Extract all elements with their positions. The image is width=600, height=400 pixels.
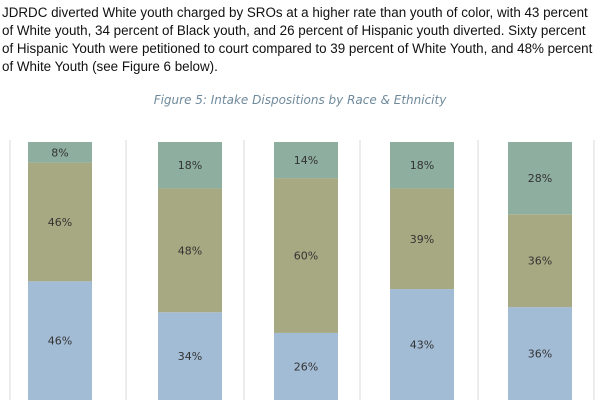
bar-4-segment-1 [390,289,454,400]
bar-1-segment-1 [28,281,92,400]
data-label-2-3: 18% [178,159,202,172]
data-label-1-2: 46% [48,216,72,229]
figure-title: Figure 5: Intake Dispositions by Race & … [153,93,447,107]
bar-4-segment-2 [390,188,454,290]
data-label-3-3: 14% [294,154,318,167]
data-label-4-3: 18% [410,159,434,172]
data-label-5-1: 36% [528,348,552,361]
data-label-1-3: 8% [51,146,68,159]
bar-3-segment-2 [274,178,338,333]
data-label-3-2: 60% [294,250,318,263]
data-label-2-1: 34% [178,350,202,363]
data-label-5-3: 28% [528,172,552,185]
bar-2-segment-3 [158,142,222,189]
intro-paragraph: JDRDC diverted White youth charged by SR… [2,5,593,74]
data-label-2-2: 48% [178,244,202,257]
bar-5-segment-3 [508,142,572,215]
bar-1-segment-2 [28,162,92,282]
bar-2-segment-2 [158,188,222,313]
bar-1-segment-3 [28,142,92,163]
bar-3-segment-3 [274,142,338,179]
bar-5-segment-1 [508,307,572,400]
bar-3-segment-1 [274,332,338,400]
data-label-4-2: 39% [410,233,434,246]
bar-5-segment-2 [508,214,572,308]
data-label-1-1: 46% [48,335,72,348]
data-label-5-2: 36% [528,255,552,268]
stacked-bar-chart: 46% 46% 8% 34% 48% 18% 26% 60% 14% 43% 39% 18% 36% 36… [9,140,595,400]
data-label-3-1: 26% [294,360,318,373]
bar-4-segment-3 [390,142,454,189]
bar-2-segment-1 [158,312,222,400]
data-label-4-1: 43% [410,339,434,352]
